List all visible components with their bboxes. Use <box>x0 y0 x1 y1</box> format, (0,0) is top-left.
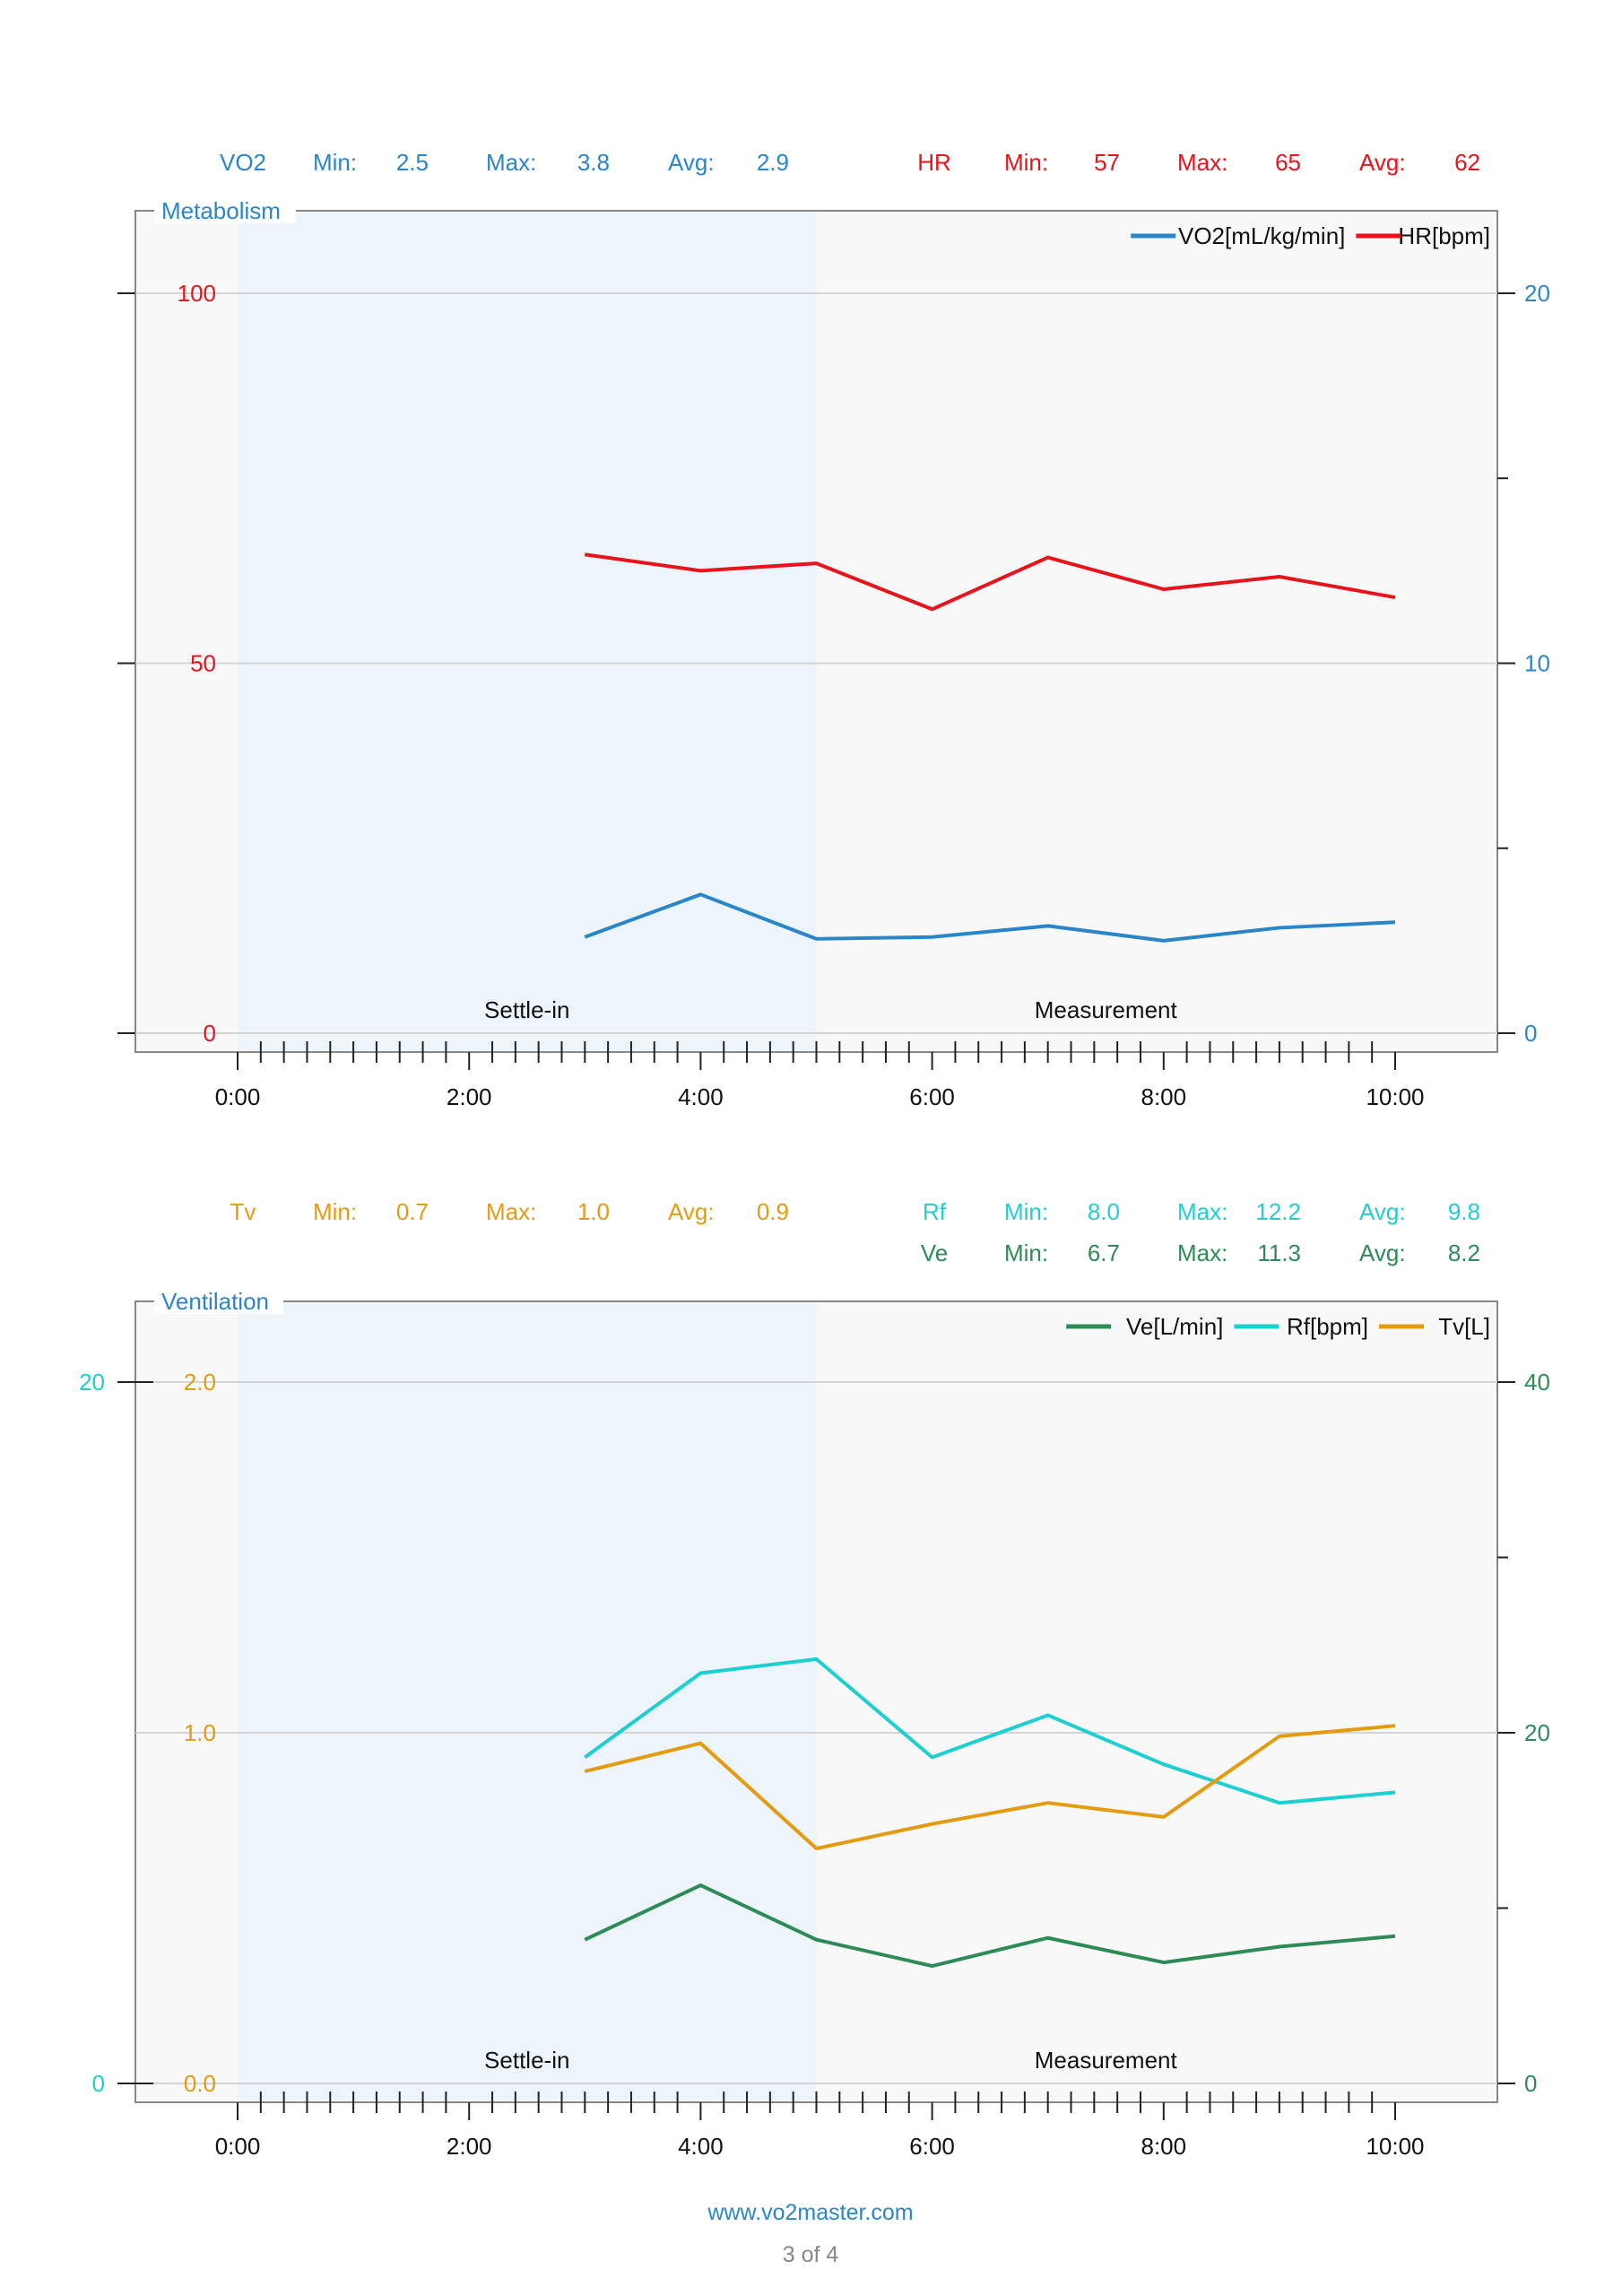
stat-vo2-avg-label: Avg: <box>668 149 715 176</box>
stat-vo2-min: 2.5 <box>396 149 429 176</box>
page-number: 3 of 4 <box>783 2242 839 2267</box>
right-axis-label: 0 <box>1524 2070 1537 2097</box>
stat-ve-avg-label: Avg: <box>1359 1239 1406 1266</box>
stat-ve-name: Ve <box>921 1239 948 1266</box>
legend-label-hr: HR[bpm] <box>1398 222 1490 249</box>
title-background <box>154 1287 283 1314</box>
left-axis-label: 20 <box>79 1369 105 1396</box>
stat-vo2-min-label: Min: <box>313 149 357 176</box>
region-label-settle-in: Settle-in <box>484 996 569 1023</box>
stat-tv-avg: 0.9 <box>757 1198 789 1225</box>
inner-axis-label: 1.0 <box>184 1719 216 1746</box>
right-axis-label: 20 <box>1524 280 1550 307</box>
right-axis-label: 10 <box>1524 650 1550 677</box>
stat-hr-avg-label: Avg: <box>1359 149 1406 176</box>
stat-hr-min: 57 <box>1094 149 1120 176</box>
stat-rf-max-label: Max: <box>1177 1198 1227 1225</box>
stat-ve-max: 11.3 <box>1257 1239 1301 1266</box>
series-line-tv <box>584 1724 1396 1851</box>
stat-vo2-max: 3.8 <box>577 149 610 176</box>
x-axis-label: 6:00 <box>909 1083 955 1110</box>
legend-label-ve: Ve[L/min] <box>1126 1313 1223 1340</box>
right-axis-label: 20 <box>1524 1719 1550 1746</box>
x-axis-label: 0:00 <box>215 2133 261 2160</box>
x-axis-label: 10:00 <box>1366 2133 1424 2160</box>
stat-tv-min: 0.7 <box>396 1198 429 1225</box>
stat-ve-avg: 8.2 <box>1448 1239 1480 1266</box>
left-axis-label: 0 <box>92 2070 105 2097</box>
left-axis-label: 50 <box>190 650 216 677</box>
stat-tv-max: 1.0 <box>577 1198 610 1225</box>
left-axis-label: 0 <box>204 1020 216 1047</box>
x-axis-label: 8:00 <box>1141 1083 1186 1110</box>
right-axis-label: 0 <box>1524 1020 1537 1047</box>
series-line-ve <box>584 1883 1396 1969</box>
right-axis-label: 40 <box>1524 1369 1550 1396</box>
stat-tv-name: Tv <box>230 1198 256 1225</box>
stat-ve-max-label: Max: <box>1177 1239 1227 1266</box>
stat-hr-min-label: Min: <box>1004 149 1048 176</box>
stat-vo2-max-label: Max: <box>486 149 536 176</box>
stat-rf-avg: 9.8 <box>1448 1198 1480 1225</box>
region-label-settle-in: Settle-in <box>484 2047 569 2074</box>
stat-rf-max: 12.2 <box>1255 1198 1301 1225</box>
legend-label-vo2: VO2[mL/kg/min] <box>1178 222 1345 249</box>
x-axis-label: 6:00 <box>909 2133 955 2160</box>
region-label-measurement: Measurement <box>1035 2047 1178 2074</box>
stat-tv-max-label: Max: <box>486 1198 536 1225</box>
stat-ve-min: 6.7 <box>1088 1239 1120 1266</box>
stat-rf-min: 8.0 <box>1088 1198 1120 1225</box>
chart-title: Ventilation <box>161 1288 269 1315</box>
stat-tv-avg-label: Avg: <box>668 1198 715 1225</box>
x-axis-label: 2:00 <box>447 2133 492 2160</box>
series-line-rf <box>584 1657 1396 1805</box>
stat-hr-name: HR <box>917 149 951 176</box>
x-axis-label: 4:00 <box>678 1083 724 1110</box>
x-axis-label: 10:00 <box>1366 1083 1424 1110</box>
stat-hr-avg: 62 <box>1454 149 1480 176</box>
title-background <box>154 196 296 223</box>
stat-rf-name: Rf <box>923 1198 947 1225</box>
metabolism-chart: VO2 Min: 2.5 Max: 3.8 Avg: 2.9 HR Min: 57 Max: 65 Av… <box>117 149 1550 1110</box>
stat-hr-max: 65 <box>1275 149 1301 176</box>
x-axis-label: 0:00 <box>215 1083 261 1110</box>
x-axis-label: 8:00 <box>1141 2133 1186 2160</box>
settle-in-region <box>238 1303 817 2100</box>
legend-label-tv: Tv[L] <box>1438 1313 1490 1340</box>
ventilation-chart: Tv Min: 0.7 Max: 1.0 Avg: 0.9 Rf Min: 8.0 Max: 12.2… <box>79 1198 1550 2160</box>
stat-vo2-name: VO2 <box>220 149 266 176</box>
stat-rf-avg-label: Avg: <box>1359 1198 1406 1225</box>
series-line-vo2 <box>584 892 1396 943</box>
stat-ve-min-label: Min: <box>1004 1239 1048 1266</box>
chart-title: Metabolism <box>161 197 281 224</box>
stat-tv-min-label: Min: <box>313 1198 357 1225</box>
stat-rf-min-label: Min: <box>1004 1198 1048 1225</box>
left-axis-label: 100 <box>178 280 216 307</box>
inner-axis-label: 2.0 <box>184 1369 216 1396</box>
stat-hr-max-label: Max: <box>1177 149 1227 176</box>
series-line-hr <box>585 552 1396 612</box>
x-axis-label: 4:00 <box>678 2133 724 2160</box>
inner-axis-label: 0.0 <box>184 2070 216 2097</box>
region-label-measurement: Measurement <box>1035 996 1178 1023</box>
footer-link[interactable]: www.vo2master.com <box>707 2200 913 2225</box>
legend-label-rf: Rf[bpm] <box>1287 1313 1368 1340</box>
settle-in-region <box>238 213 817 1050</box>
x-axis-label: 2:00 <box>447 1083 492 1110</box>
stat-vo2-avg: 2.9 <box>757 149 789 176</box>
